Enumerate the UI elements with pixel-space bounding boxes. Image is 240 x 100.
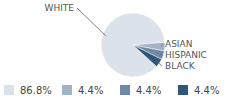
html-text:4.4%: 4.4% bbox=[136, 84, 162, 96]
svg-text:WHITE: WHITE bbox=[44, 3, 74, 13]
svg-text:ASIAN: ASIAN bbox=[165, 39, 192, 49]
svg-text:BLACK: BLACK bbox=[165, 61, 196, 71]
html-text:4.4%: 4.4% bbox=[78, 84, 104, 96]
html-text:86.8%: 86.8% bbox=[20, 84, 52, 96]
html-text:4.4%: 4.4% bbox=[194, 84, 220, 96]
svg-text:HISPANIC: HISPANIC bbox=[165, 50, 207, 60]
